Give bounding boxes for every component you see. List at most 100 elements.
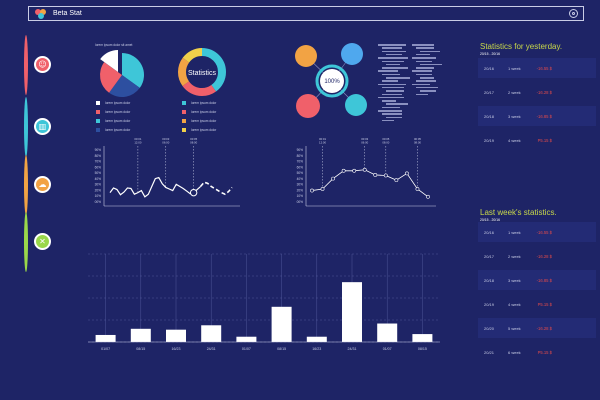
stats-period: 2 week (508, 90, 521, 95)
y-tick-label: 10% (95, 194, 102, 198)
config-line (416, 47, 434, 49)
pie-slice (122, 53, 144, 88)
nav-accent-bar (24, 35, 28, 95)
bar-chart: 01/07 08/15 16/23 24/31 01/07 08/15 16/23 24/31… (88, 253, 440, 351)
x-tick-label: 24/31 (348, 347, 357, 351)
y-tick-label: 20% (95, 188, 102, 192)
marker-label: 06:00 (162, 141, 169, 145)
y-tick-label: 20% (297, 188, 304, 192)
y-tick-label: 70% (95, 160, 102, 164)
x-tick-label: 08/15 (277, 347, 286, 351)
config-line (386, 63, 400, 66)
smiley-icon[interactable]: ☺ (34, 56, 51, 73)
stats-row: 20/20 5 week -16.28 $ (478, 318, 596, 338)
stats-value: -16.85 $ (536, 278, 552, 283)
marker-label: 00:05 (382, 138, 389, 141)
config-line (382, 73, 400, 76)
stats-row: 20/17 2 week -16.28 $ (478, 246, 596, 266)
stats-row: 20/21 6 week P5.15 $ (478, 342, 596, 362)
y-tick-label: 50% (297, 171, 304, 175)
stats-date: 20/21 (484, 350, 495, 355)
y-tick-label: 00% (297, 200, 304, 204)
legend-swatch (182, 128, 186, 132)
legend-swatch (182, 101, 186, 105)
cloud-icon[interactable]: ☁ (34, 176, 51, 193)
config-line (382, 93, 402, 95)
marker-label: 00:01 (134, 138, 141, 141)
y-tick-label: 80% (95, 154, 102, 158)
marker-label: 08:00 (190, 141, 197, 145)
nav-item-2[interactable]: ▥ (22, 97, 51, 157)
stats-value: P5.15 $ (537, 350, 552, 355)
close-icon[interactable]: ✕ (34, 233, 51, 250)
top-bar: Beta Stat (28, 6, 584, 21)
stats-row: 20/16 1 week -16.55 $ (478, 58, 596, 78)
nav-accent-bar (24, 212, 28, 272)
legend-label: lorem ipsum dolor (105, 128, 131, 132)
nav-item-3[interactable]: ☁ (22, 155, 51, 215)
config-line (382, 80, 398, 82)
data-point (310, 188, 314, 193)
stats-date: 20/19 (484, 302, 495, 307)
data-point (383, 173, 388, 178)
nav-item-1[interactable]: ☺ (22, 35, 51, 95)
config-line (378, 57, 408, 59)
marker-label: 00:01 (319, 138, 326, 141)
center-ring (315, 64, 349, 98)
bubble-blue (341, 43, 363, 65)
stats-period: 6 week (508, 350, 521, 355)
y-tick-label: 30% (297, 183, 304, 187)
stats-date: 20/18 (484, 114, 495, 119)
marker-label: 12:00 (134, 141, 141, 145)
legend-swatch (96, 101, 100, 105)
bubble-diagram: 100% (295, 43, 367, 118)
highlight-point (189, 188, 198, 197)
stats-date: 20/17 (484, 254, 495, 259)
config-line (382, 106, 400, 109)
config-line (378, 96, 404, 99)
config-line (416, 73, 432, 76)
stats-value: P5.15 $ (537, 302, 552, 307)
donut-slice (178, 48, 226, 96)
stats-yesterday-subtitle: 20/15 - 20/16 (480, 52, 500, 56)
data-point (373, 173, 378, 177)
config-line (382, 67, 408, 69)
stats-lastweek-title: Last week's statistics. (480, 208, 557, 217)
marker-label: 12:00 (319, 141, 326, 145)
legend-item: lorem ipsum dolor (96, 128, 130, 132)
marker-label: 00:03 (162, 138, 169, 141)
legend-item: lorem ipsum dolor (96, 119, 130, 123)
gear-icon[interactable] (569, 9, 578, 18)
stats-period: 2 week (508, 254, 521, 259)
nav-item-4[interactable]: ✕ (22, 212, 51, 272)
marker-label: 00:05 (414, 138, 421, 141)
bar (201, 325, 222, 342)
config-line (416, 60, 432, 62)
x-tick-label: 08/15 (136, 347, 145, 351)
config-line (382, 60, 404, 62)
series-line-projection (200, 181, 233, 196)
stats-period: 4 week (508, 302, 521, 307)
stats-date: 20/18 (484, 278, 495, 283)
stats-lastweek-subtitle: 20/15 - 20/16 (480, 218, 500, 222)
config-line (386, 90, 404, 92)
y-tick-label: 90% (297, 148, 304, 152)
stats-value: -16.55 $ (536, 66, 552, 71)
stats-date: 20/19 (484, 138, 495, 143)
legend-swatch (96, 110, 100, 114)
config-line (382, 47, 402, 49)
stats-date: 20/16 (484, 66, 495, 71)
config-line (420, 50, 440, 53)
stats-period: 3 week (508, 114, 521, 119)
stats-period: 1 week (508, 66, 521, 71)
bar-chart-icon[interactable]: ▥ (34, 118, 51, 135)
donut-slice (178, 48, 226, 96)
stats-date: 20/16 (484, 230, 495, 235)
legend-label: lorem ipsum dolor (191, 101, 217, 105)
stats-date: 20/20 (484, 326, 495, 331)
config-line (420, 90, 436, 92)
config-line (378, 110, 402, 112)
bar (377, 323, 398, 342)
bubble-cyan (345, 94, 367, 116)
x-tick-label: 01/07 (242, 347, 251, 351)
